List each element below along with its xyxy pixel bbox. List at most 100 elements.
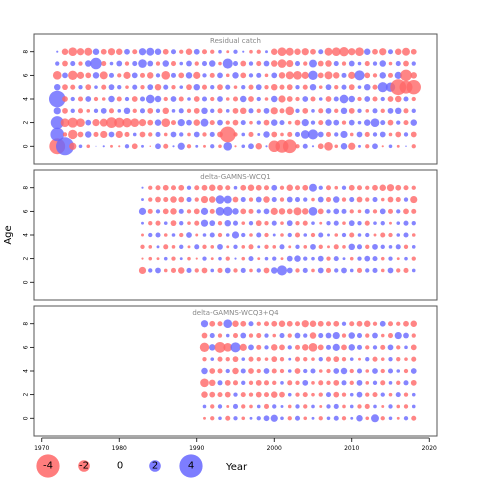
bubble <box>294 48 301 55</box>
bubble <box>163 233 168 237</box>
bubble <box>233 392 238 397</box>
bubble <box>264 85 269 90</box>
bubble <box>381 405 385 408</box>
bubble <box>233 185 238 190</box>
bubble <box>327 233 330 237</box>
bubble <box>364 119 371 126</box>
bubble <box>326 380 331 385</box>
bubble <box>379 320 386 327</box>
bubble <box>372 73 378 78</box>
bubble <box>411 333 416 338</box>
bubble <box>148 232 153 238</box>
bubble <box>225 415 231 421</box>
bubble <box>122 117 132 128</box>
bubble <box>256 120 261 125</box>
bubble <box>249 233 253 237</box>
bubble <box>325 392 332 398</box>
bubble <box>309 320 317 327</box>
bubble <box>224 379 231 386</box>
bubble <box>276 265 288 276</box>
bubble <box>141 233 144 237</box>
bubble <box>357 233 362 237</box>
bubble <box>282 139 297 154</box>
bubble <box>271 95 278 103</box>
bubble <box>217 108 223 114</box>
bubble <box>341 232 347 238</box>
bubble <box>240 120 246 126</box>
bubble <box>241 416 246 421</box>
bubble <box>308 343 318 352</box>
bubble <box>364 96 371 102</box>
bubble <box>387 368 394 374</box>
bubble <box>301 119 309 127</box>
bubble <box>403 185 409 191</box>
bubble <box>341 208 347 214</box>
bubble <box>372 132 378 137</box>
bubble <box>233 132 238 137</box>
bubble <box>287 404 292 409</box>
bubble <box>318 369 323 373</box>
bubble <box>99 118 108 127</box>
bubble <box>217 368 223 374</box>
y-tick-label: 6 <box>23 209 30 213</box>
bubble <box>62 60 68 67</box>
bubble <box>356 320 363 327</box>
bubble <box>396 233 401 237</box>
bubble <box>271 197 277 203</box>
bubble <box>85 119 92 126</box>
bubble <box>264 73 269 78</box>
bubble <box>240 368 246 374</box>
bubble <box>141 198 144 201</box>
bubble <box>247 184 255 191</box>
bubble <box>365 109 370 113</box>
bubble <box>225 357 230 362</box>
bubble <box>217 84 223 91</box>
bubble <box>280 416 284 421</box>
bubble <box>193 96 200 102</box>
bubble <box>349 404 354 409</box>
bubble <box>248 108 254 114</box>
bubble <box>348 60 355 67</box>
bubble <box>317 72 324 79</box>
bubble <box>387 267 394 274</box>
bubble <box>310 96 316 102</box>
bubble <box>130 118 140 127</box>
bubble <box>78 144 83 149</box>
bubble <box>70 84 76 90</box>
bubble <box>270 414 278 422</box>
bubble <box>202 233 207 237</box>
legend-label: 2 <box>152 461 158 472</box>
bubble <box>93 108 99 113</box>
bubble <box>294 61 301 67</box>
bubble <box>271 368 277 374</box>
bubble <box>387 208 394 214</box>
bubble <box>187 221 191 225</box>
bubble <box>411 415 417 421</box>
bubble <box>202 357 207 362</box>
bubble <box>219 126 236 143</box>
bubble <box>394 331 402 340</box>
bubble <box>355 47 364 57</box>
bubble <box>295 96 300 102</box>
bubble <box>200 195 209 204</box>
bubble <box>349 380 354 385</box>
bubble <box>163 96 168 102</box>
bubble <box>354 70 365 81</box>
bubble <box>186 209 192 214</box>
bubble <box>124 48 130 55</box>
bubble <box>124 61 130 66</box>
bubble <box>395 197 401 203</box>
bubble <box>186 119 192 126</box>
bubble <box>372 197 378 203</box>
bubble <box>217 392 223 398</box>
bubble <box>101 97 106 101</box>
legend: -4 -2 0 2 4 <box>36 454 203 478</box>
bubble <box>148 132 153 137</box>
bubble <box>124 144 130 149</box>
bubble <box>410 379 417 386</box>
bubble <box>303 197 308 202</box>
bubble <box>248 96 254 102</box>
bubble <box>232 72 239 79</box>
bubble <box>217 243 223 250</box>
bubble <box>293 207 302 216</box>
